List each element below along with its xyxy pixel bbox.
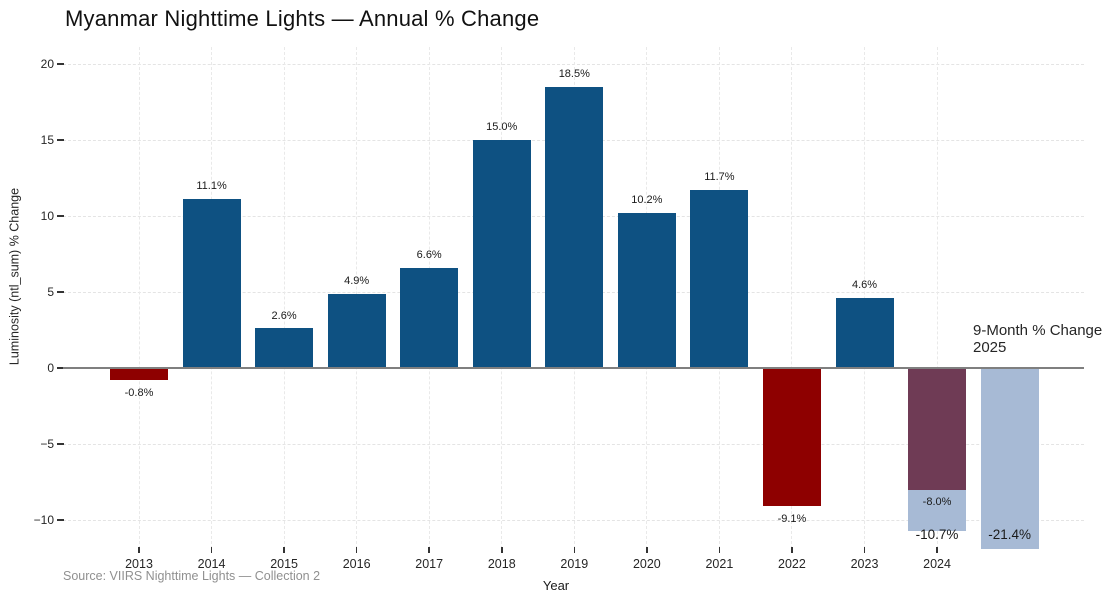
x-tick-label: 2022 xyxy=(778,557,806,571)
x-tick-mark xyxy=(501,547,503,553)
y-tick-mark xyxy=(57,291,64,293)
bar-2023 xyxy=(835,298,894,368)
x-tick-label: 2013 xyxy=(125,557,153,571)
x-tick-label: 2015 xyxy=(270,557,298,571)
bar-value-label: 6.6% xyxy=(416,248,442,261)
x-tick-mark xyxy=(573,547,576,553)
bar-2021 xyxy=(690,190,749,368)
x-tick-label: 2019 xyxy=(560,557,589,571)
x-tick-label: 2014 xyxy=(197,557,226,571)
y-tick-label: −5 xyxy=(40,437,54,451)
v-gridline xyxy=(864,47,865,549)
h-gridline xyxy=(63,63,1084,65)
bar-2024 xyxy=(908,368,967,490)
x-tick-label: 2016 xyxy=(342,557,371,571)
bar-2013 xyxy=(110,368,168,381)
chart-title: Myanmar Nighttime Lights — Annual % Chan… xyxy=(65,6,540,31)
h-gridline xyxy=(63,443,1084,445)
x-tick-mark xyxy=(791,547,793,553)
bar-value-label: -8.0% xyxy=(922,495,952,508)
bar-2022 xyxy=(762,368,821,507)
bar-2017 xyxy=(400,267,459,368)
bar-2025 xyxy=(980,368,1039,549)
annotation-line-1: 9-Month % Change xyxy=(973,322,1103,339)
y-tick-mark xyxy=(57,443,64,445)
bar-value-label: 11.7% xyxy=(704,171,735,184)
x-tick-mark xyxy=(355,547,358,553)
nine-month-annotation: 9-Month % Change 2025 xyxy=(973,322,1102,356)
zero-baseline xyxy=(63,366,1084,369)
x-tick-label: 2024 xyxy=(923,557,951,571)
y-tick-label: 10 xyxy=(40,209,54,223)
y-tick-mark xyxy=(57,367,64,369)
x-tick-mark xyxy=(428,547,430,553)
bar-2024 xyxy=(908,489,967,531)
bar-2018 xyxy=(472,140,531,368)
bar-value-label: 15.0% xyxy=(486,121,518,134)
bar-value-label: -0.8% xyxy=(124,387,154,400)
source-note: Source: VIIRS Nighttime Lights — Collect… xyxy=(63,569,321,583)
y-tick-label: 0 xyxy=(47,361,54,375)
bar-2014 xyxy=(182,199,241,368)
x-tick-label: 2018 xyxy=(487,557,516,571)
y-tick-label: 20 xyxy=(40,57,54,71)
bar-value-label: -10.7% xyxy=(915,527,959,543)
x-tick-mark xyxy=(283,547,285,553)
annotation-line-2: 2025 xyxy=(973,339,1007,356)
bar-value-label: 2.6% xyxy=(271,309,297,322)
x-tick-mark xyxy=(936,547,938,553)
v-gridline xyxy=(791,47,793,549)
x-tick-mark xyxy=(210,547,213,553)
x-axis-title: Year xyxy=(542,578,570,593)
x-tick-label: 2023 xyxy=(850,557,879,571)
bar-value-label: 4.9% xyxy=(344,274,370,287)
y-tick-mark xyxy=(57,63,64,65)
x-tick-mark xyxy=(646,547,648,553)
h-gridline xyxy=(63,519,1084,521)
y-tick-mark xyxy=(57,139,64,141)
y-tick-mark xyxy=(57,215,64,217)
bar-2015 xyxy=(255,328,314,368)
bar-value-label: 18.5% xyxy=(558,67,590,80)
x-tick-label: 2021 xyxy=(705,557,734,571)
y-tick-label: 5 xyxy=(47,285,54,299)
v-gridline xyxy=(283,47,285,549)
bar-value-label: 11.1% xyxy=(196,180,227,193)
bar-2016 xyxy=(327,293,386,368)
v-gridline xyxy=(936,47,938,549)
y-tick-mark xyxy=(57,519,64,521)
x-tick-mark xyxy=(138,547,140,553)
v-gridline xyxy=(138,47,140,549)
x-tick-mark xyxy=(718,547,721,553)
bar-value-label: -9.1% xyxy=(777,513,807,526)
bar-2020 xyxy=(617,212,676,368)
bar-value-label: -21.4% xyxy=(988,527,1031,543)
x-tick-label: 2017 xyxy=(415,557,444,571)
bar-value-label: 4.6% xyxy=(851,279,878,292)
x-tick-label: 2020 xyxy=(632,557,661,571)
bar-value-label: 10.2% xyxy=(631,194,663,207)
y-tick-label: 15 xyxy=(40,133,54,147)
x-tick-mark xyxy=(863,547,866,553)
bar-2019 xyxy=(545,86,604,368)
y-tick-label: −10 xyxy=(33,513,54,527)
